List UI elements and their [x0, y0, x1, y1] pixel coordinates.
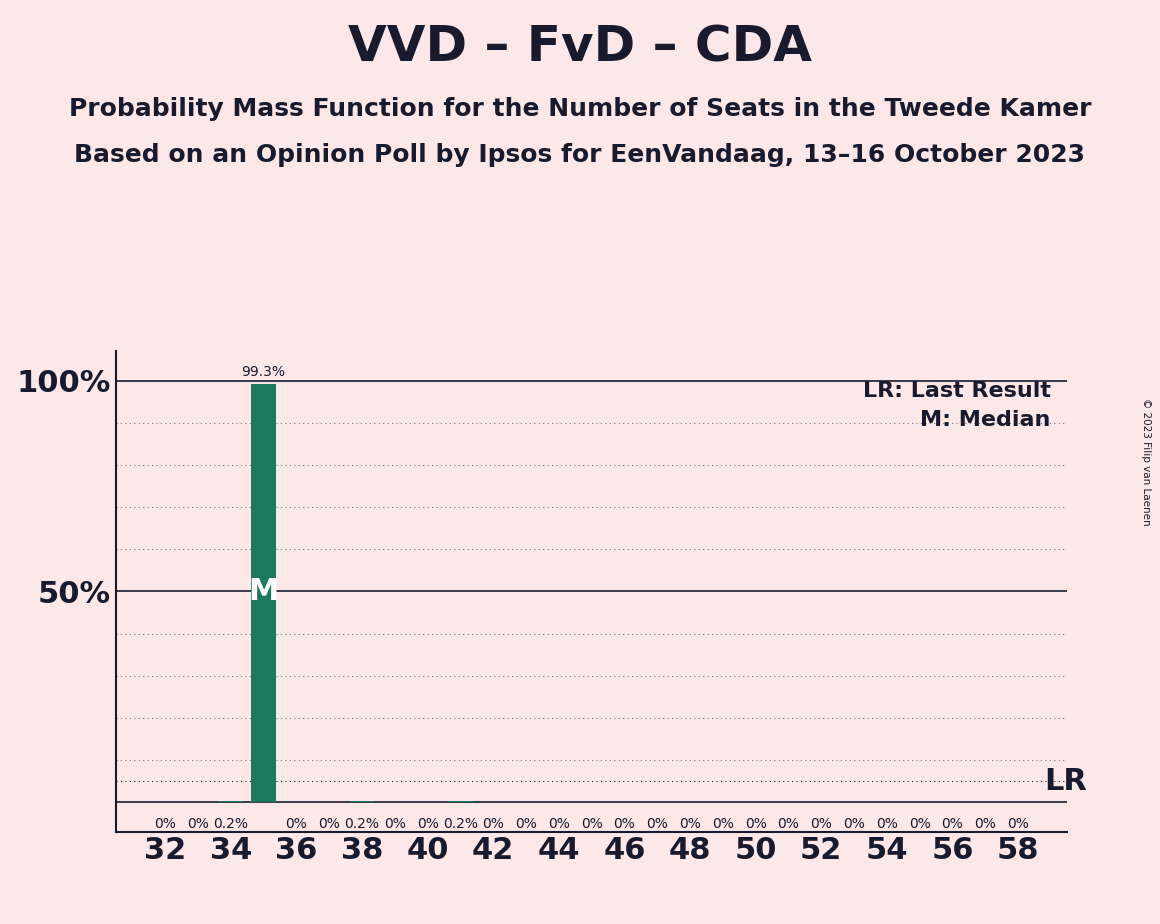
Text: 0%: 0%	[679, 817, 701, 831]
Text: 0%: 0%	[908, 817, 930, 831]
Text: 0%: 0%	[1007, 817, 1029, 831]
Text: 0.2%: 0.2%	[345, 817, 379, 831]
Text: 0%: 0%	[318, 817, 340, 831]
Text: 0%: 0%	[416, 817, 438, 831]
Text: 0%: 0%	[187, 817, 209, 831]
Text: 0%: 0%	[712, 817, 734, 831]
Text: 0%: 0%	[974, 817, 996, 831]
Text: 0%: 0%	[614, 817, 636, 831]
Text: LR: Last Result: LR: Last Result	[863, 381, 1051, 401]
Text: 0%: 0%	[745, 817, 767, 831]
Text: Probability Mass Function for the Number of Seats in the Tweede Kamer: Probability Mass Function for the Number…	[68, 97, 1092, 121]
Text: 0%: 0%	[581, 817, 602, 831]
Text: M: Median: M: Median	[920, 410, 1051, 431]
Text: 0%: 0%	[548, 817, 570, 831]
Text: LR: LR	[1044, 767, 1087, 796]
Text: 0%: 0%	[942, 817, 963, 831]
Bar	[252, 383, 276, 802]
Text: VVD – FvD – CDA: VVD – FvD – CDA	[348, 23, 812, 71]
Text: 0%: 0%	[154, 817, 176, 831]
Text: © 2023 Filip van Laenen: © 2023 Filip van Laenen	[1140, 398, 1151, 526]
Text: 0%: 0%	[384, 817, 406, 831]
Text: Based on an Opinion Poll by Ipsos for EenVandaag, 13–16 October 2023: Based on an Opinion Poll by Ipsos for Ee…	[74, 143, 1086, 167]
Text: 0%: 0%	[515, 817, 537, 831]
Text: 99.3%: 99.3%	[241, 364, 285, 379]
Text: 0%: 0%	[843, 817, 865, 831]
Text: 0%: 0%	[777, 817, 799, 831]
Text: M: M	[248, 577, 278, 606]
Text: 0%: 0%	[811, 817, 832, 831]
Text: 0%: 0%	[876, 817, 898, 831]
Text: 0%: 0%	[646, 817, 668, 831]
Text: 0.2%: 0.2%	[443, 817, 478, 831]
Text: 0%: 0%	[285, 817, 307, 831]
Text: 0%: 0%	[483, 817, 505, 831]
Text: 0.2%: 0.2%	[213, 817, 248, 831]
